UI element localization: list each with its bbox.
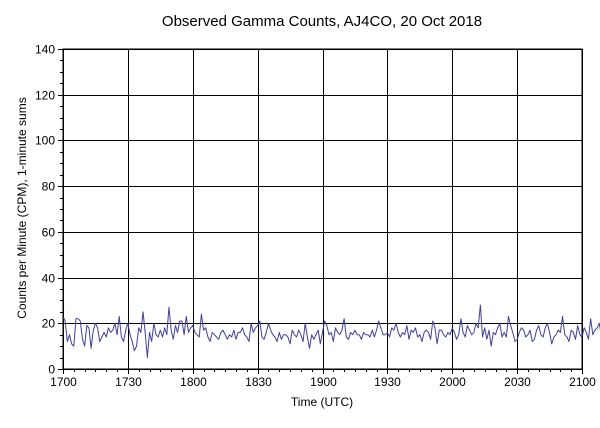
y-tick-label: 80 [42,180,56,194]
y-tick-label: 100 [35,134,55,148]
x-tick-label: 2100 [569,375,596,389]
x-tick-label: 1830 [245,375,272,389]
x-tick-label: 1800 [180,375,207,389]
y-axis-label: Counts per Minute (CPM), 1-minute sums [15,97,29,318]
x-axis-label: Time (UTC) [291,395,353,409]
y-tick-label: 20 [42,317,56,331]
y-tick-label: 60 [42,226,56,240]
x-tick-label: 1930 [374,375,401,389]
x-tick-label: 1900 [310,375,337,389]
series-line [62,304,600,359]
series-layer [62,304,600,359]
plot-frame [62,48,583,370]
y-tick-label: 140 [35,43,55,57]
chart-title: Observed Gamma Counts, AJ4CO, 20 Oct 201… [162,13,482,30]
x-tick-label: 1700 [50,375,77,389]
grid [63,49,583,370]
x-tick-label: 2030 [504,375,531,389]
y-tick-label: 40 [42,272,56,286]
y-tick-label: 0 [48,363,55,377]
x-tick-label: 2000 [439,375,466,389]
x-tick-label: 1730 [115,375,142,389]
y-tick-label: 120 [35,89,55,103]
axis-ticks: 1700 1730 1800 1830 1900 1930 2000 2030 2100 0 20 4… [35,43,596,390]
